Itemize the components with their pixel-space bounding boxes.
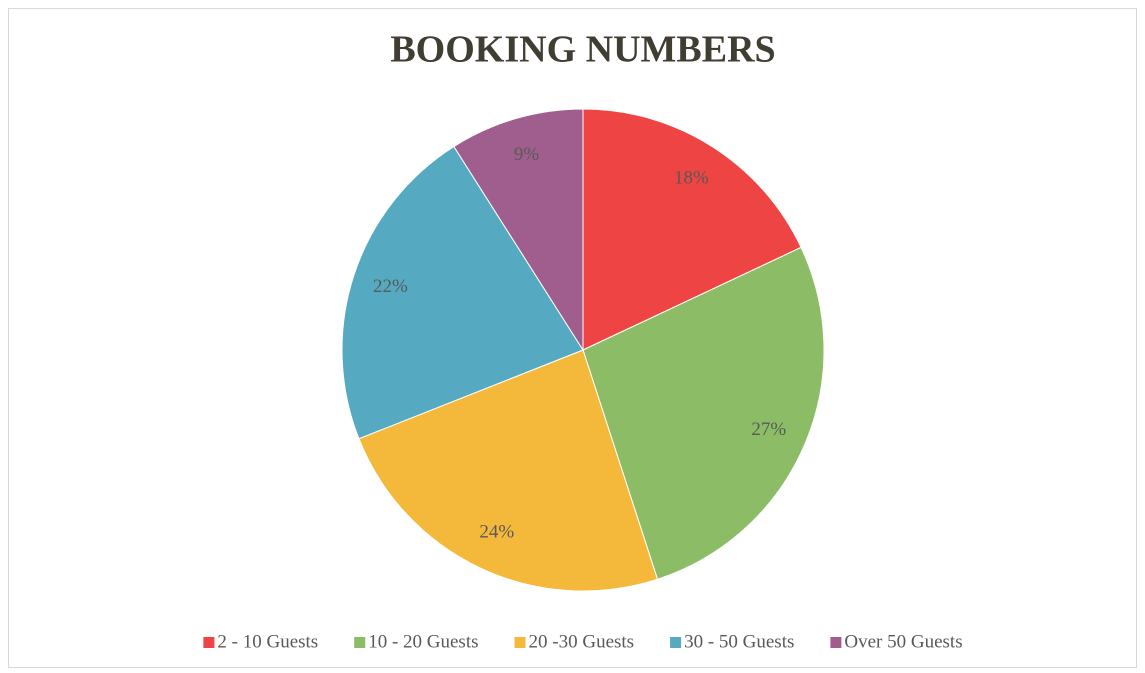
data-label: 27%	[751, 419, 786, 440]
legend-label: 30 - 50 Guests	[684, 631, 794, 652]
pie-slice	[453, 108, 584, 352]
pie-slice	[341, 145, 584, 440]
pie-slice	[582, 246, 825, 580]
pie-slice	[582, 108, 802, 351]
data-label: 22%	[373, 276, 408, 297]
legend-label: 20 -30 Guests	[529, 631, 635, 652]
legend: 2 - 10 Guests 10 - 20 Guests 20 -30 Guests…	[203, 631, 963, 652]
data-label: 9%	[514, 144, 540, 165]
legend-swatch	[514, 637, 526, 648]
pie-slice	[358, 349, 659, 592]
pie: 18% 27% 24% 22% 9%	[341, 108, 825, 592]
data-label: 18%	[674, 167, 709, 188]
legend-swatch	[354, 637, 366, 648]
chart-title: BOOKING NUMBERS	[390, 29, 775, 71]
data-label: 24%	[479, 522, 514, 543]
legend-label: Over 50 Guests	[844, 631, 962, 652]
legend-swatch	[830, 637, 842, 648]
legend-label: 10 - 20 Guests	[368, 631, 478, 652]
legend-label: 2 - 10 Guests	[217, 631, 318, 652]
legend-swatch	[203, 637, 215, 648]
legend-swatch	[670, 637, 682, 648]
